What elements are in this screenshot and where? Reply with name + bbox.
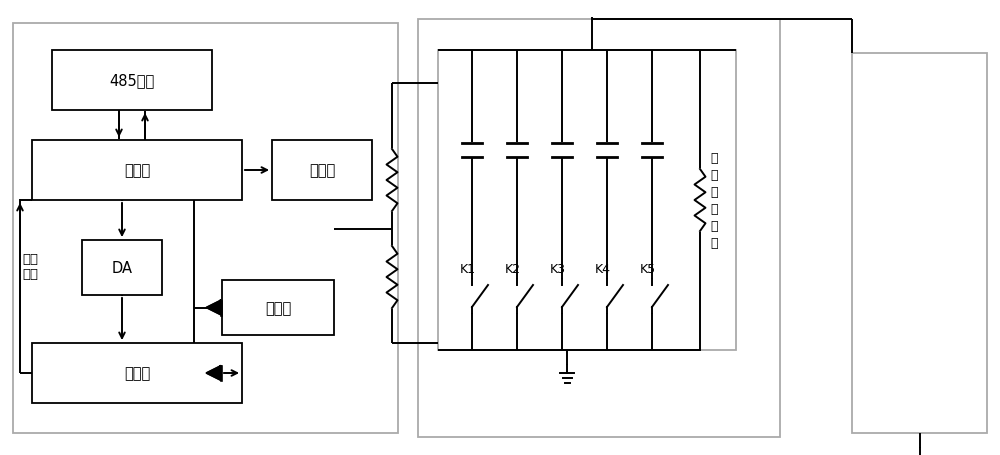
Text: 反相器: 反相器 <box>265 300 291 315</box>
Bar <box>852 54 987 433</box>
Text: 控制器: 控制器 <box>124 163 150 178</box>
Bar <box>222 280 334 335</box>
Text: K2: K2 <box>505 263 521 275</box>
Text: DA: DA <box>112 260 132 275</box>
Bar <box>418 20 780 437</box>
Text: 快
速
泄
放
电
阻: 快 速 泄 放 电 阻 <box>710 152 718 249</box>
Text: K1: K1 <box>460 263 476 275</box>
Text: 蜂鸣器: 蜂鸣器 <box>309 163 335 178</box>
Text: 捕获
输出: 捕获 输出 <box>22 253 38 281</box>
Bar <box>32 343 242 403</box>
Text: K4: K4 <box>595 263 611 275</box>
Bar <box>32 141 242 201</box>
Bar <box>438 51 736 350</box>
Polygon shape <box>207 301 220 315</box>
Bar <box>82 241 162 295</box>
Bar <box>272 141 372 201</box>
Text: 485芯片: 485芯片 <box>109 73 155 88</box>
Bar <box>52 51 212 111</box>
Polygon shape <box>207 366 220 380</box>
Text: K5: K5 <box>640 263 656 275</box>
Bar <box>13 24 398 433</box>
Text: K3: K3 <box>550 263 566 275</box>
Text: 比较器: 比较器 <box>124 366 150 381</box>
